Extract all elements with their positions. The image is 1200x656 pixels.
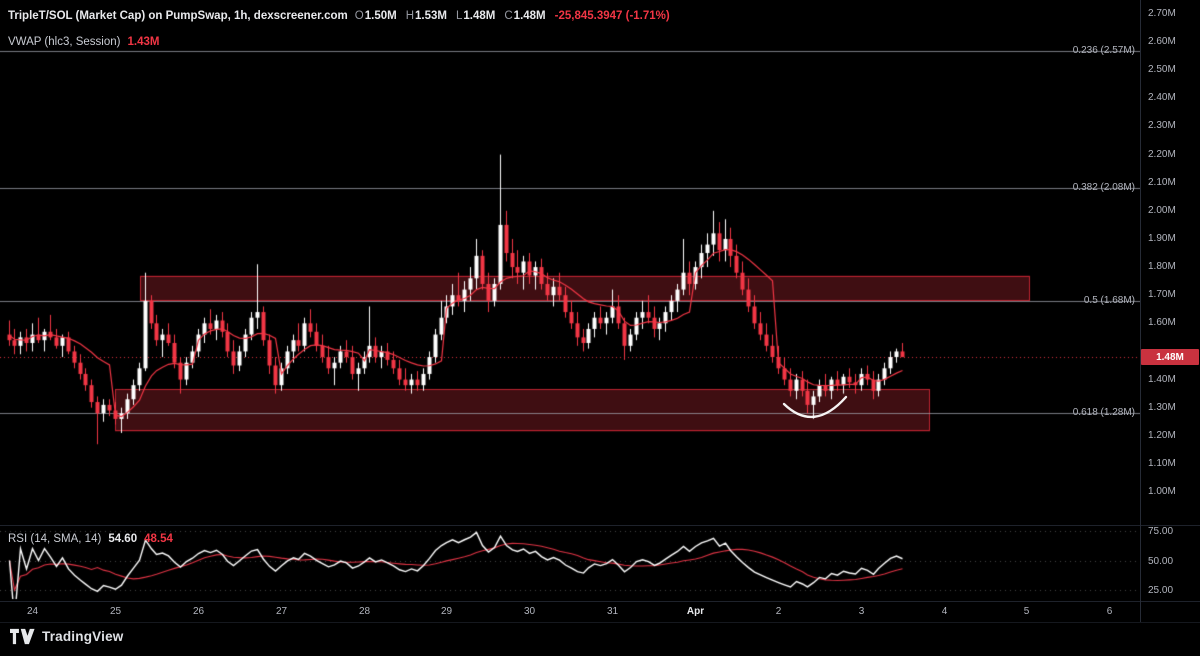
fib-level-label: 0.5 (1.68M)	[1083, 295, 1135, 306]
fib-level-label: 0.382 (2.08M)	[1072, 182, 1135, 193]
x-axis-label: 6	[1106, 606, 1113, 617]
x-axis-label: 31	[606, 606, 619, 617]
tradingview-text: TradingView	[42, 629, 124, 644]
time-axis-bottom-border	[0, 622, 1200, 623]
x-axis-label: 30	[523, 606, 536, 617]
y-axis-label: 1.20M	[1148, 430, 1176, 441]
vwap-legend-row[interactable]: VWAP (hlc3, Session) 1.43M	[8, 36, 159, 48]
pane-divider-rsi-time	[0, 601, 1200, 602]
y-axis-label: 1.00M	[1148, 486, 1176, 497]
rsi-label: RSI (14, SMA, 14)	[8, 533, 102, 545]
rsi-value: 54.60	[108, 533, 138, 545]
x-axis-label: 25	[109, 606, 122, 617]
y-axis-label: 1.80M	[1148, 261, 1176, 272]
x-axis-label: 26	[192, 606, 205, 617]
x-axis-label: 3	[858, 606, 865, 617]
y-axis-label: 2.00M	[1148, 205, 1176, 216]
x-axis-label: Apr	[686, 606, 705, 617]
y-axis-label: 1.70M	[1148, 289, 1176, 300]
fib-level-label: 0.618 (1.28M)	[1072, 407, 1135, 418]
y-axis-label: 1.30M	[1148, 402, 1176, 413]
arc-annotation[interactable]	[770, 385, 870, 440]
y-axis-label: 2.20M	[1148, 149, 1176, 160]
ohlc-low: L 1.48M	[455, 10, 496, 22]
symbol-title: TripleT/SOL (Market Cap) on PumpSwap, 1h…	[8, 10, 348, 22]
rsi-axis-label: 50.00	[1148, 556, 1174, 567]
y-axis-label: 1.90M	[1148, 233, 1176, 244]
rsi-axis-label: 75.00	[1148, 526, 1174, 537]
price-axis-border	[1140, 0, 1141, 622]
candlestick-canvas[interactable]	[0, 0, 1140, 622]
ohlc-open: O 1.50M	[354, 10, 397, 22]
last-price-label: 1.48M	[1141, 349, 1199, 365]
y-axis-label: 2.70M	[1148, 8, 1176, 19]
arc-path[interactable]	[782, 395, 848, 419]
y-axis-label: 1.60M	[1148, 317, 1176, 328]
symbol-legend-row[interactable]: TripleT/SOL (Market Cap) on PumpSwap, 1h…	[8, 10, 670, 22]
tradingview-logo[interactable]: TradingView	[10, 628, 123, 645]
vwap-value: 1.43M	[127, 36, 160, 48]
x-axis-label: 4	[941, 606, 948, 617]
y-axis-label: 1.40M	[1148, 374, 1176, 385]
vwap-label: VWAP (hlc3, Session)	[8, 36, 121, 48]
price-change: -25,845.3947 (-1.71%)	[554, 10, 670, 22]
rsi-axis-label: 25.00	[1148, 585, 1174, 596]
y-axis-label: 2.60M	[1148, 36, 1176, 47]
ohlc-close: C 1.48M	[504, 10, 546, 22]
rsi-sma-value: 48.54	[144, 533, 173, 545]
x-axis-label: 28	[358, 606, 371, 617]
x-axis-label: 24	[26, 606, 39, 617]
y-axis-label: 2.30M	[1148, 120, 1176, 131]
y-axis-label: 2.50M	[1148, 64, 1176, 75]
x-axis-label: 2	[775, 606, 782, 617]
y-axis-label: 2.10M	[1148, 177, 1176, 188]
y-axis-label: 1.10M	[1148, 458, 1176, 469]
x-axis-label: 27	[275, 606, 288, 617]
tradingview-icon	[10, 628, 35, 645]
rsi-legend-row[interactable]: RSI (14, SMA, 14) 54.60 48.54	[8, 533, 173, 545]
x-axis-label: 29	[440, 606, 453, 617]
ohlc-high: H 1.53M	[405, 10, 447, 22]
y-axis-label: 2.40M	[1148, 92, 1176, 103]
x-axis-label: 5	[1023, 606, 1030, 617]
fib-level-label: 0.236 (2.57M)	[1072, 45, 1135, 56]
pane-divider-main-rsi[interactable]	[0, 525, 1200, 526]
